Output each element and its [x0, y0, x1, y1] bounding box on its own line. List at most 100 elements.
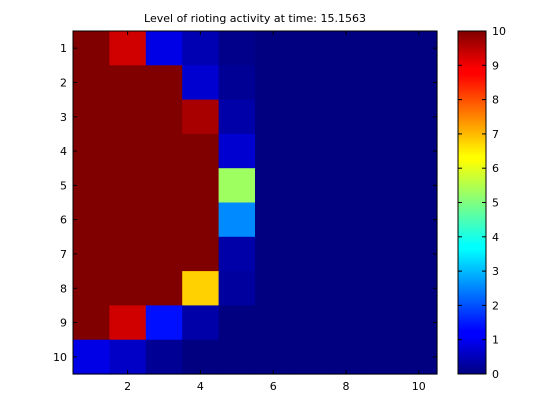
heatmap-cell-r10-c4 — [182, 339, 220, 375]
colorbar-tick-label: 2 — [492, 299, 499, 312]
heatmap-cell-r1-c1 — [73, 31, 110, 66]
y-tick-label: 2 — [60, 76, 67, 89]
heatmap-cell-r10-c8 — [327, 339, 365, 375]
heatmap-cell-r8-c5 — [218, 271, 256, 306]
heatmap-cell-r4-c7 — [291, 133, 329, 169]
chart-title: Level of rioting activity at time: 15.15… — [144, 12, 366, 25]
heatmap-cell-r8-c7 — [291, 271, 329, 306]
colorbar: 0 1 2 3 4 5 6 7 8 9 10 — [457, 25, 506, 381]
heatmap-cell-r2-c7 — [291, 65, 329, 101]
heatmap-cell-r7-c1 — [73, 236, 110, 272]
heatmap-cells — [73, 31, 438, 375]
heatmap-cell-r6-c3 — [145, 202, 183, 238]
heatmap-cell-r5-c1 — [73, 168, 110, 204]
heatmap-cell-r1-c5 — [218, 31, 256, 66]
colorbar-tick-label: 7 — [492, 128, 499, 141]
y-tick-label: 9 — [60, 317, 67, 330]
heatmap-cell-r9-c1 — [73, 305, 110, 341]
colorbar-tick-label: 3 — [492, 265, 499, 278]
colorbar-tick-label: 4 — [492, 231, 499, 244]
heatmap-cell-r7-c2 — [109, 236, 147, 272]
colorbar-tick-label: 9 — [492, 59, 499, 72]
heatmap-cell-r7-c10 — [400, 236, 438, 272]
heatmap-cell-r8-c10 — [400, 271, 438, 306]
heatmap-cell-r10-c1 — [73, 339, 110, 375]
heatmap-cell-r7-c7 — [291, 236, 329, 272]
heatmap-cell-r2-c9 — [364, 65, 402, 101]
heatmap-cell-r6-c10 — [400, 202, 438, 238]
x-tick-label: 8 — [343, 380, 350, 393]
heatmap-cell-r1-c7 — [291, 31, 329, 66]
heatmap-cell-r3-c10 — [400, 99, 438, 135]
heatmap-cell-r7-c5 — [218, 236, 256, 272]
plot-frame — [72, 30, 438, 375]
heatmap-cell-r1-c4 — [182, 31, 220, 66]
heatmap-cell-r6-c4 — [182, 202, 220, 238]
heatmap-cell-r3-c4 — [182, 99, 220, 135]
heatmap-cell-r5-c6 — [255, 168, 292, 204]
heatmap-cell-r3-c6 — [255, 99, 292, 135]
heatmap-cell-r4-c9 — [364, 133, 402, 169]
heatmap-cell-r2-c1 — [73, 65, 110, 101]
heatmap-cell-r9-c8 — [327, 305, 365, 341]
heatmap-cell-r7-c6 — [255, 236, 292, 272]
heatmap-cell-r1-c9 — [364, 31, 402, 66]
y-tick-label: 1 — [60, 42, 67, 55]
heatmap-cell-r9-c4 — [182, 305, 220, 341]
heatmap-cell-r4-c8 — [327, 133, 365, 169]
heatmap-cell-r2-c10 — [400, 65, 438, 101]
heatmap-cell-r7-c8 — [327, 236, 365, 272]
heatmap-cell-r2-c4 — [182, 65, 220, 101]
heatmap-cell-r5-c4 — [182, 168, 220, 204]
colorbar-tick-label: 5 — [492, 197, 499, 210]
y-tick-label: 5 — [60, 179, 67, 192]
heatmap-cell-r10-c3 — [145, 339, 183, 375]
heatmap-cell-r4-c5 — [218, 133, 256, 169]
heatmap-cell-r9-c10 — [400, 305, 438, 341]
heatmap-cell-r2-c6 — [255, 65, 292, 101]
y-axis: 1 2 3 4 5 6 7 8 9 10 — [53, 42, 437, 364]
heatmap-cell-r8-c6 — [255, 271, 292, 306]
heatmap-cell-r9-c6 — [255, 305, 292, 341]
heatmap-cell-r5-c5 — [218, 168, 256, 204]
heatmap-cell-r8-c3 — [145, 271, 183, 306]
x-tick-label: 2 — [124, 380, 131, 393]
heatmap-cell-r9-c2 — [109, 305, 147, 341]
heatmap-cell-r8-c4 — [182, 271, 220, 306]
colorbar-tick-label: 10 — [492, 25, 506, 38]
colorbar-ticks: 0 1 2 3 4 5 6 7 8 9 10 — [458, 25, 506, 381]
heatmap-cell-r1-c2 — [109, 31, 147, 66]
heatmap-cell-r3-c5 — [218, 99, 256, 135]
heatmap-cell-r6-c2 — [109, 202, 147, 238]
heatmap-cell-r8-c1 — [73, 271, 110, 306]
heatmap-cell-r2-c5 — [218, 65, 256, 101]
heatmap-cell-r6-c5 — [218, 202, 256, 238]
heatmap-cell-r10-c6 — [255, 339, 292, 375]
heatmap-cell-r7-c3 — [145, 236, 183, 272]
heatmap-cell-r4-c6 — [255, 133, 292, 169]
heatmap-cell-r2-c3 — [145, 65, 183, 101]
heatmap-cell-r5-c10 — [400, 168, 438, 204]
heatmap-cell-r10-c9 — [364, 339, 402, 375]
y-tick-label: 10 — [53, 351, 67, 364]
heatmap-cell-r2-c2 — [109, 65, 147, 101]
colorbar-gradient — [458, 31, 486, 374]
heatmap-cell-r6-c1 — [73, 202, 110, 238]
heatmap-cell-r3-c2 — [109, 99, 147, 135]
heatmap-cell-r4-c2 — [109, 133, 147, 169]
heatmap-cell-r7-c4 — [182, 236, 220, 272]
x-tick-label: 10 — [412, 380, 426, 393]
heatmap-cell-r1-c8 — [327, 31, 365, 66]
y-tick-label: 4 — [60, 145, 67, 158]
x-tick-label: 4 — [197, 380, 204, 393]
heatmap-cell-r1-c6 — [255, 31, 292, 66]
heatmap-cell-r8-c8 — [327, 271, 365, 306]
x-axis: 2 4 6 8 10 — [124, 31, 426, 393]
heatmap-cell-r3-c9 — [364, 99, 402, 135]
colorbar-tick-label: 0 — [492, 368, 499, 381]
heatmap-cell-r6-c7 — [291, 202, 329, 238]
heatmap-cell-r1-c10 — [400, 31, 438, 66]
heatmap-cell-r7-c9 — [364, 236, 402, 272]
heatmap-cell-r3-c8 — [327, 99, 365, 135]
